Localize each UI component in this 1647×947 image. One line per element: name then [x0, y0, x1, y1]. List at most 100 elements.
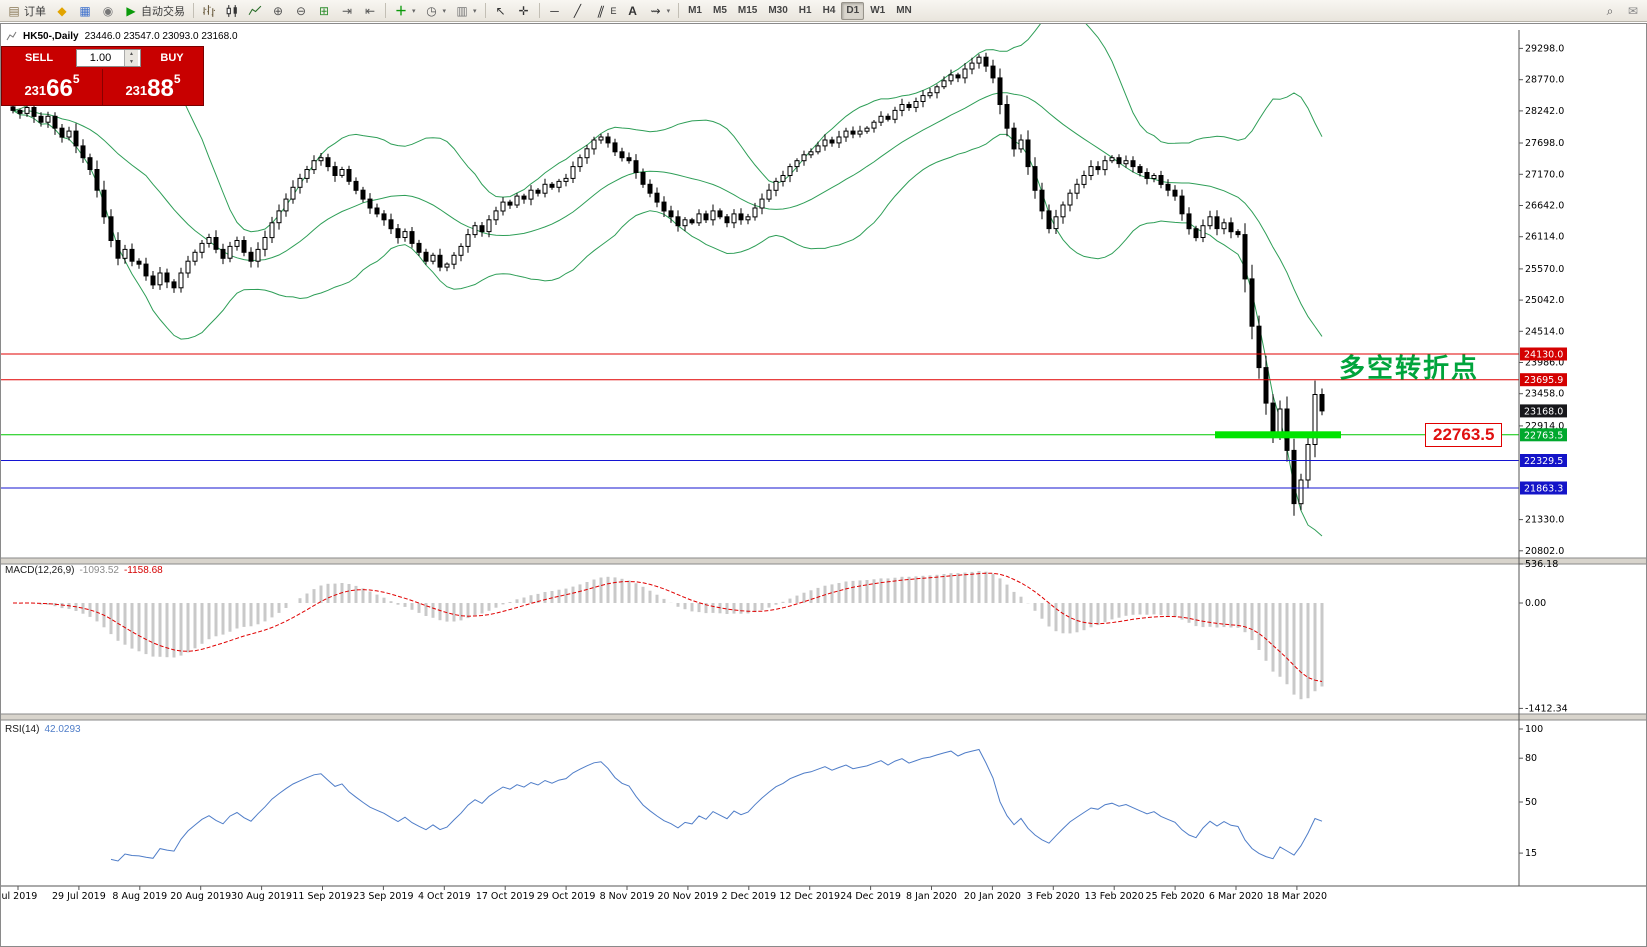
- dropdown-arrow-icon: ▾: [442, 7, 447, 15]
- auto-scroll-icon: ⇥: [341, 3, 353, 18]
- timeframe-m15-button[interactable]: M15: [737, 5, 758, 16]
- search-icon: ⌕: [1606, 3, 1614, 18]
- timeframe-m1-button[interactable]: M1: [688, 5, 702, 16]
- equidistant-channel-icon: ∥: [595, 3, 606, 18]
- timeframe-d1-button[interactable]: D1: [841, 1, 865, 20]
- volume-decrease-button[interactable]: ▼: [125, 58, 138, 66]
- zoom-in-button[interactable]: ⊕: [267, 2, 289, 20]
- turning-point-annotation[interactable]: 多空转折点: [1339, 353, 1480, 383]
- date-tick-label: 2 Dec 2019: [721, 891, 776, 902]
- profiles-icon: ◉: [102, 3, 114, 18]
- price-tick-label: 25570.0: [1525, 264, 1564, 275]
- price-tick-label: 27170.0: [1525, 169, 1564, 180]
- volume-spinner: ▲ ▼: [124, 50, 138, 66]
- timeframe-group: M1 M5 M15 M30 H1 H4 D1 W1 MN: [683, 1, 917, 20]
- arrows-tool-button[interactable]: ⇝ ▾: [645, 2, 675, 20]
- logo-button[interactable]: ◆: [51, 2, 73, 20]
- add-indicator-icon: ＋: [394, 3, 407, 18]
- channel-label-icon: E: [610, 5, 617, 16]
- toolbar-separator: [678, 3, 680, 18]
- level-price-label[interactable]: 22763.5: [1425, 423, 1503, 447]
- bollinger-upper-band: [12, 24, 1323, 233]
- price-tick-label: 24514.0: [1525, 326, 1564, 337]
- indicators-button[interactable]: ＋ ▾: [390, 2, 420, 20]
- macd-main-value: -1093.52: [79, 565, 119, 576]
- date-tick-label: 13 Feb 2020: [1085, 891, 1144, 902]
- periods-button[interactable]: ◷ ▾: [421, 2, 451, 20]
- timeframe-h4-button[interactable]: H4: [822, 5, 836, 16]
- bollinger-bands: [12, 24, 1323, 537]
- candlestick-chart-icon: [226, 4, 237, 17]
- rsi-tick-label: 50: [1525, 797, 1537, 808]
- line-chart-icon: [248, 5, 262, 15]
- timeframe-m5-button[interactable]: M5: [712, 5, 727, 16]
- svg-text:23168.0: 23168.0: [1524, 406, 1563, 417]
- timeframe-h1-button[interactable]: H1: [798, 5, 812, 16]
- date-tick-label: 8 Nov 2019: [600, 891, 655, 902]
- macd-tick-label: 536.18: [1525, 559, 1558, 570]
- rsi-tick-label: 80: [1525, 753, 1537, 764]
- chart-shift-button[interactable]: ⇤: [359, 2, 381, 20]
- timeframe-mn-button[interactable]: MN: [896, 5, 912, 16]
- macd-name: MACD(12,26,9): [5, 565, 75, 576]
- new-order-button[interactable]: ▤ 订单: [3, 2, 50, 20]
- price-tick-label: 26114.0: [1525, 232, 1564, 243]
- dropdown-arrow-icon: ▾: [666, 7, 671, 15]
- candlestick-chart-type-button[interactable]: [221, 2, 243, 20]
- svg-text:22329.5: 22329.5: [1524, 456, 1563, 467]
- cursor-tool-button[interactable]: ↖: [490, 2, 512, 20]
- chat-button[interactable]: ✉: [1622, 2, 1644, 20]
- text-icon: A: [628, 3, 637, 18]
- crosshair-tool-button[interactable]: ✛: [513, 2, 535, 20]
- rsi-indicator-label: RSI(14) 42.0293: [5, 724, 81, 735]
- bar-chart-icon: [203, 4, 215, 17]
- search-button[interactable]: ⌕: [1599, 2, 1621, 20]
- cursor-icon: ↖: [495, 3, 506, 18]
- zoom-out-button[interactable]: ⊖: [290, 2, 312, 20]
- hline-tool-button[interactable]: ─: [544, 2, 566, 20]
- price-tag: 23695.9: [1520, 373, 1567, 387]
- date-tick-label: 25 Feb 2020: [1146, 891, 1205, 902]
- tile-windows-button[interactable]: ⊞: [313, 2, 335, 20]
- macd-signal-line: [12, 572, 1323, 682]
- sell-price[interactable]: 231 66 5: [2, 69, 103, 105]
- new-chart-icon: ▦: [79, 3, 91, 18]
- template-icon: ▥: [456, 3, 468, 18]
- chart-canvas[interactable]: 29298.0 28770.0 28242.0 27698.0 27170.0 26642…: [1, 24, 1646, 946]
- line-chart-type-button[interactable]: [244, 2, 266, 20]
- macd-indicator-label: MACD(12,26,9) -1093.52 -1158.68: [5, 565, 163, 576]
- new-chart-button[interactable]: ▦: [74, 2, 96, 20]
- timeframe-w1-button[interactable]: W1: [870, 5, 886, 16]
- date-tick-label: Jul 2019: [1, 891, 37, 902]
- volume-input[interactable]: [77, 50, 124, 66]
- dropdown-arrow-icon: ▾: [473, 7, 477, 15]
- auto-scroll-button[interactable]: ⇥: [336, 2, 358, 20]
- symbol-period-label: HK50-,Daily: [23, 31, 79, 42]
- buy-button[interactable]: BUY: [160, 52, 184, 64]
- bar-chart-type-button[interactable]: [198, 2, 220, 20]
- sell-button[interactable]: SELL: [24, 52, 54, 64]
- autotrade-button[interactable]: ▶ 自动交易: [120, 2, 189, 20]
- toolbar: ▤ 订单 ◆ ▦ ◉ ▶ 自动交易 ⊕ ⊖ ⊞ ⇥ ⇤ ＋ ▾ ◷ ▾: [0, 0, 1647, 22]
- channel-tool-button[interactable]: ∥ E: [590, 2, 621, 20]
- templates-button[interactable]: ▥ ▾: [451, 2, 481, 20]
- panel-separator[interactable]: [1, 557, 1646, 565]
- price-tick-label: 27698.0: [1525, 138, 1564, 149]
- trendline-tool-button[interactable]: ╱: [567, 2, 589, 20]
- buy-price[interactable]: 231 88 5: [125, 72, 181, 102]
- panel-separator[interactable]: [1, 713, 1646, 721]
- toolbar-separator: [484, 3, 486, 18]
- date-tick-label: 30 Aug 2019: [231, 891, 292, 902]
- profiles-button[interactable]: ◉: [97, 2, 119, 20]
- date-tick-label: 17 Oct 2019: [476, 891, 535, 902]
- volume-increase-button[interactable]: ▲: [125, 50, 138, 58]
- support-zone-segment[interactable]: [1215, 431, 1341, 439]
- timeframe-m30-button[interactable]: M30: [768, 5, 788, 16]
- bollinger-middle-band: [12, 92, 1323, 337]
- toolbar-separator: [385, 3, 386, 18]
- macd-histogram: [18, 571, 1324, 700]
- date-tick-label: 8 Jan 2020: [906, 891, 957, 902]
- zoom-out-icon: ⊖: [295, 3, 307, 18]
- price-tick-label: 20802.0: [1525, 546, 1564, 557]
- text-tool-button[interactable]: A: [622, 2, 644, 20]
